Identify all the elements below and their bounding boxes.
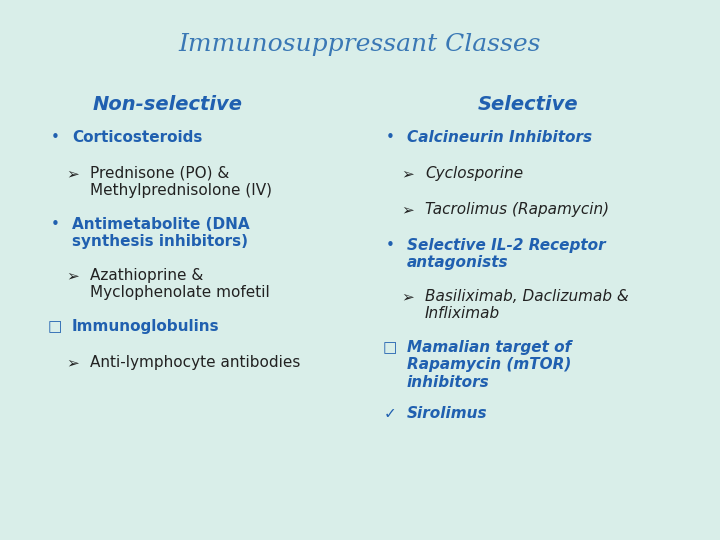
Text: ➢: ➢ [67,166,79,181]
Text: ➢: ➢ [67,355,79,370]
Text: Selective: Selective [477,96,578,114]
Text: Immunoglobulins: Immunoglobulins [72,319,220,334]
Text: ➢: ➢ [402,166,415,181]
Text: Azathioprine &
Myclophenolate mofetil: Azathioprine & Myclophenolate mofetil [90,268,270,300]
Text: Selective IL-2 Receptor
antagonists: Selective IL-2 Receptor antagonists [407,238,606,271]
Text: Immunosuppressant Classes: Immunosuppressant Classes [179,33,541,57]
Text: ➢: ➢ [402,202,415,217]
Text: □: □ [48,319,62,334]
Text: ➢: ➢ [67,268,79,283]
Text: ✓: ✓ [384,406,397,421]
Text: Mamalian target of
Rapamycin (mTOR)
inhibitors: Mamalian target of Rapamycin (mTOR) inhi… [407,340,572,390]
Text: ➢: ➢ [402,289,415,304]
Text: Prednisone (PO) &
Methylprednisolone (IV): Prednisone (PO) & Methylprednisolone (IV… [90,166,272,198]
Text: Antimetabolite (DNA
synthesis inhibitors): Antimetabolite (DNA synthesis inhibitors… [72,217,250,249]
Text: Corticosteroids: Corticosteroids [72,130,202,145]
Text: •: • [50,130,60,145]
Text: Tacrolimus (Rapamycin): Tacrolimus (Rapamycin) [425,202,609,217]
Text: □: □ [383,340,397,355]
Text: •: • [50,217,60,232]
Text: Sirolimus: Sirolimus [407,406,487,421]
Text: •: • [386,130,395,145]
Text: Calcineurin Inhibitors: Calcineurin Inhibitors [407,130,592,145]
Text: Basiliximab, Daclizumab &
Infliximab: Basiliximab, Daclizumab & Infliximab [425,289,629,321]
Text: Anti-lymphocyte antibodies: Anti-lymphocyte antibodies [90,355,300,370]
Text: •: • [386,238,395,253]
Text: Cyclosporine: Cyclosporine [425,166,523,181]
Text: Non-selective: Non-selective [93,96,243,114]
